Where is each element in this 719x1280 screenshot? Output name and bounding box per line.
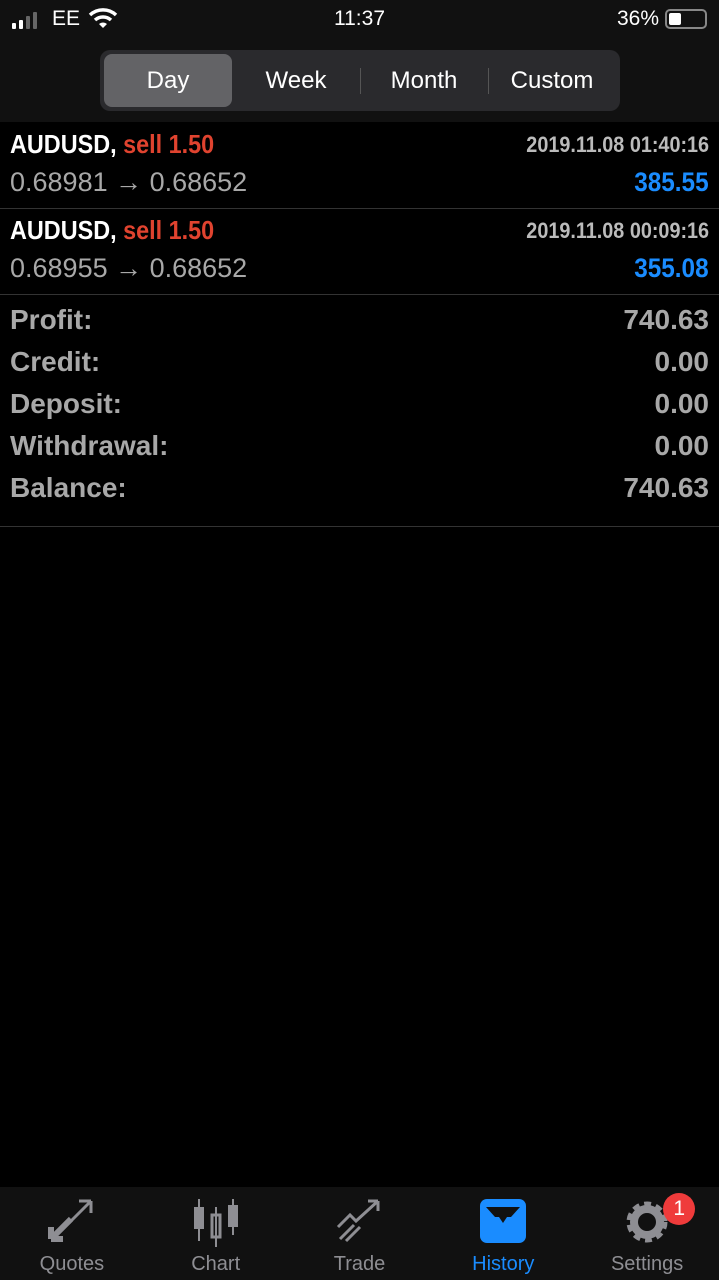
clock: 11:37 [334,7,385,30]
tab-chart[interactable]: Chart [144,1187,288,1280]
carrier: EE [52,7,81,30]
period-custom[interactable]: Custom [488,54,616,107]
deal-prices: 0.68955 → 0.68652 [10,253,248,283]
quotes-icon [47,1199,93,1242]
deal-symbol: AUDUSD, [10,215,117,245]
summary: Profit: 740.63 Credit: 0.00 Deposit: 0.00 W… [0,304,719,527]
chart-icon [193,1199,238,1247]
summary-balance: Balance: 740.63 [10,472,709,503]
deal-profit: 385.55 [634,167,709,197]
period-week[interactable]: Week [265,66,327,94]
battery-percent: 36% [616,7,659,30]
notification-badge: 1 [663,1193,696,1225]
trade-icon [337,1199,380,1243]
tab-history[interactable]: History [431,1187,575,1280]
deal-row[interactable]: AUDUSD, sell 1.50 2019.11.08 01:40:16 0.… [0,123,719,209]
period-day[interactable]: Day [104,54,232,107]
period-selector: Day Week Month Custom [100,50,620,111]
gear-icon [626,1201,668,1243]
summary-profit: Profit: 740.63 [10,304,709,335]
wifi-icon [88,8,118,28]
tab-bar: Quotes Chart Trade History 1 Settings [0,1187,719,1280]
summary-withdrawal: Withdrawal: 0.00 [10,430,709,461]
tab-trade[interactable]: Trade [288,1187,432,1280]
deal-type: sell 1.50 [123,215,215,245]
deal-type: sell 1.50 [123,129,215,159]
tab-quotes[interactable]: Quotes [0,1187,144,1280]
battery-icon [665,9,707,29]
deal-row[interactable]: AUDUSD, sell 1.50 2019.11.08 00:09:16 0.… [0,209,719,295]
tab-settings[interactable]: 1 Settings [575,1187,719,1280]
deal-datetime: 2019.11.08 00:09:16 [526,218,709,243]
status-bar: EE 11:37 36% [0,6,719,34]
deal-symbol: AUDUSD, [10,129,117,159]
deal-profit: 355.08 [634,253,709,283]
signal-icon [12,12,37,29]
summary-deposit: Deposit: 0.00 [10,388,709,419]
summary-credit: Credit: 0.00 [10,346,709,377]
header: EE 11:37 36% Day Week Month Custom [0,0,719,122]
deal-prices: 0.68981 → 0.68652 [10,167,248,197]
history-inbox-icon [480,1199,527,1243]
period-month[interactable]: Month [360,54,488,107]
deal-datetime: 2019.11.08 01:40:16 [526,132,709,157]
